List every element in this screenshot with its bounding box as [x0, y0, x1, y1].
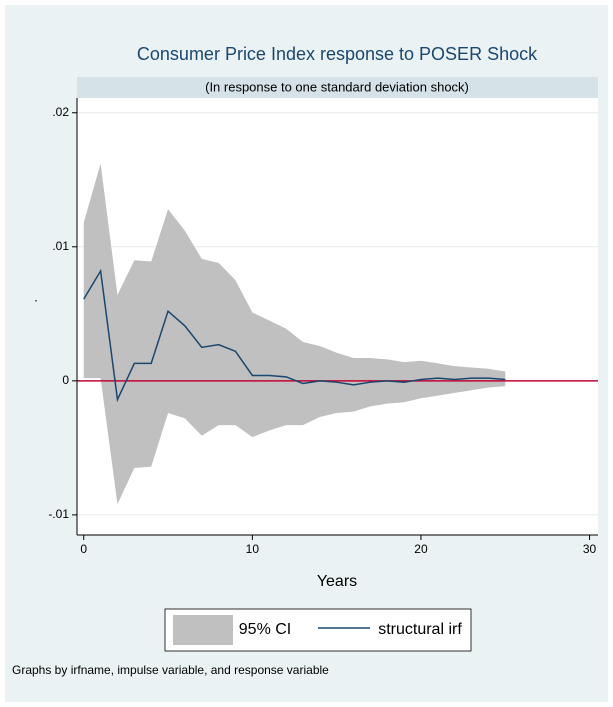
legend-label: structural irf: [378, 621, 462, 638]
x-tick-label: 20: [414, 542, 428, 556]
x-tick-label: 10: [246, 542, 260, 556]
y-tick-label: 0: [62, 373, 69, 387]
x-tick-label: 0: [80, 542, 87, 556]
x-axis-label: Years: [317, 573, 357, 590]
legend-swatch: [173, 615, 233, 645]
y-tick-label: .01: [52, 239, 69, 253]
y-tick-label: .02: [52, 105, 69, 119]
y-tick-label: -.01: [48, 507, 69, 521]
ci-band: [83, 163, 506, 505]
note: Graphs by irfname, impulse variable, and…: [12, 663, 329, 677]
chart-subtitle: (In response to one standard deviation s…: [205, 79, 469, 94]
chart-title: Consumer Price Index response to POSER S…: [137, 44, 538, 64]
y-axis-label: .: [34, 289, 38, 304]
x-tick-label: 30: [583, 542, 597, 556]
irf-line: [83, 268, 506, 403]
legend-label: 95% CI: [239, 621, 291, 638]
subtitle-band: [77, 77, 598, 98]
